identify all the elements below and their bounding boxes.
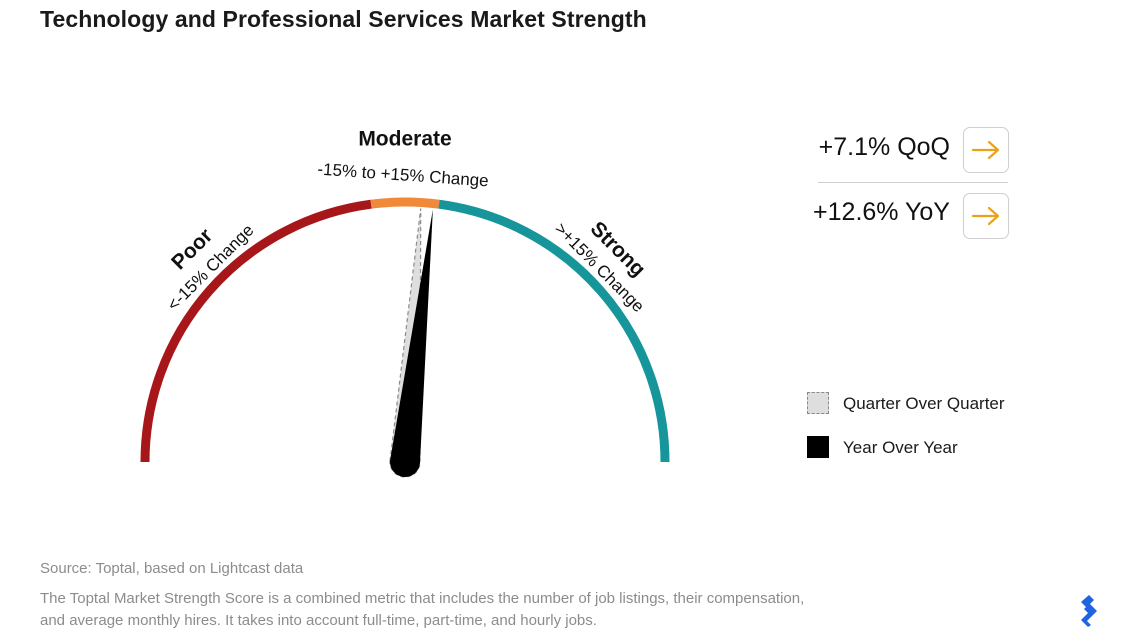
gauge-zone-poor — [140, 199, 372, 463]
gauge-zone-moderate — [370, 197, 440, 209]
stat-divider — [818, 182, 1008, 183]
arrow-right-icon — [971, 206, 1000, 226]
methodology-note: The Toptal Market Strength Score is a co… — [40, 590, 805, 629]
zone-label-moderate: -15% to +15% Change — [317, 160, 489, 191]
chart-title: Technology and Professional Services Mar… — [40, 6, 647, 32]
qoq-arrow-button — [963, 127, 1009, 173]
source-note: Source: Toptal, based on Lightcast data — [40, 560, 304, 577]
toptal-logo — [1081, 595, 1097, 627]
legend-label-qoq: Quarter Over Quarter — [843, 394, 1005, 413]
yoy-stat: +12.6% YoY — [813, 198, 950, 226]
needle-yoy — [390, 209, 433, 477]
yoy-arrow-button — [963, 193, 1009, 239]
qoq-stat: +7.1% QoQ — [818, 133, 950, 161]
zone-name-moderate: Moderate — [358, 128, 451, 151]
arrow-right-icon — [971, 140, 1000, 160]
legend-swatch-yoy — [807, 436, 829, 458]
legend-swatch-qoq — [807, 392, 829, 414]
gauge-zone-strong — [438, 199, 670, 463]
legend-label-yoy: Year Over Year — [843, 438, 958, 457]
